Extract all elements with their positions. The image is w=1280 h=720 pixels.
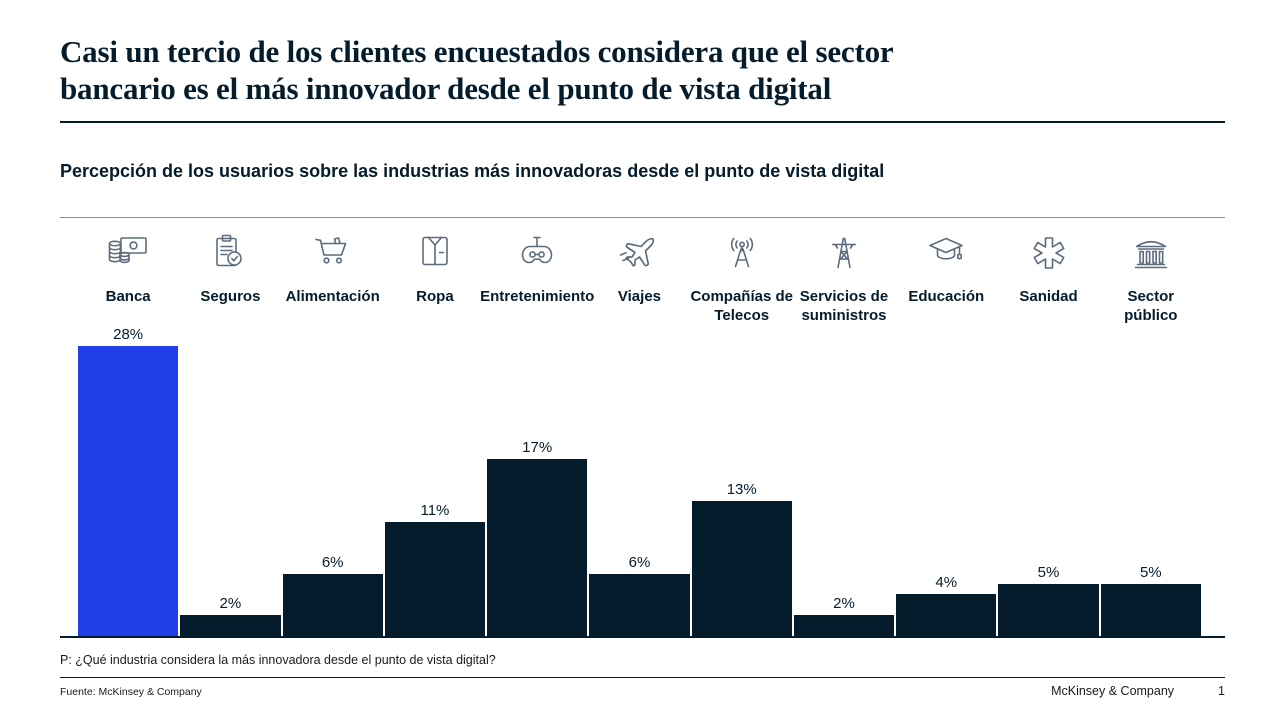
bar [487, 459, 588, 636]
bar [793, 615, 895, 636]
chart-title: Percepción de los usuarios sobre las ind… [60, 161, 885, 181]
chart-column: Sector público 5% [1100, 233, 1201, 636]
page-title-line2: bancario es el más innovador desde el pu… [60, 71, 832, 106]
bar [896, 594, 997, 636]
category-label: Educación [908, 288, 985, 305]
chart-column: Ropa 11% [384, 233, 486, 636]
bar-area: 5% [998, 327, 1099, 636]
chart-column: Banca 28% [78, 233, 179, 636]
chart-column: Educación 4% [896, 233, 997, 636]
category-label: Servicios de suministros [799, 288, 889, 324]
category-label: Viajes [617, 288, 662, 305]
category-label: Seguros [200, 288, 261, 305]
page-number: 1 [1218, 684, 1225, 698]
source-note: Fuente: McKinsey & Company [60, 686, 202, 698]
chart-column: Servicios de suministros 2% [793, 233, 895, 636]
bar-chart: Banca 28% Seguros 2% Alimentación 6% Rop… [60, 218, 1225, 638]
bar-value-label: 17% [522, 439, 553, 457]
footer-divider [60, 677, 1225, 678]
bar-value-label: 11% [420, 501, 450, 519]
medical-asterisk-icon [1027, 233, 1071, 273]
category-label: Entretenimiento [480, 288, 595, 305]
footnote-question: P: ¿Qué industria considera la más innov… [60, 653, 496, 667]
bar-area: 6% [589, 327, 690, 636]
bar-area: 28% [78, 326, 179, 636]
shirt-icon [413, 233, 457, 273]
chart-column: Compañías de Telecos 13% [690, 233, 793, 636]
category-label: Alimentación [285, 288, 380, 305]
chart-column: Entretenimiento 17% [480, 233, 594, 636]
bar-area: 6% [282, 327, 383, 636]
chart-column: Alimentación 6% [282, 233, 383, 636]
footer: Fuente: McKinsey & Company McKinsey & Co… [60, 684, 1225, 698]
bar-value-label: 6% [628, 553, 651, 571]
clipboard-check-icon [208, 233, 252, 273]
gamepad-icon [515, 233, 559, 273]
bar [998, 584, 1099, 636]
shopping-cart-icon [311, 233, 355, 273]
category-label: Ropa [416, 288, 454, 305]
chart-column: Sanidad 5% [998, 233, 1099, 636]
category-label: Compañías de Telecos [690, 288, 793, 324]
category-label: Banca [105, 288, 151, 305]
page-title: Casi un tercio de los clientes encuestad… [60, 0, 1225, 107]
bar-area: 11% [384, 327, 486, 636]
bar [384, 521, 486, 636]
bar-area: 13% [691, 327, 792, 636]
airplane-icon [617, 233, 661, 273]
title-divider [60, 121, 1225, 123]
bar [180, 615, 281, 636]
bar [691, 500, 792, 636]
brand-name: McKinsey & Company [1051, 684, 1175, 698]
category-label: Sanidad [1019, 288, 1078, 305]
bar-area: 17% [487, 327, 588, 636]
bar-area: 5% [1100, 327, 1201, 636]
category-label: Sector público [1124, 288, 1178, 324]
coins-banknote-icon [106, 233, 150, 273]
bank-building-icon [1129, 233, 1173, 273]
power-tower-icon [822, 233, 866, 273]
page-title-line1: Casi un tercio de los clientes encuestad… [60, 34, 894, 69]
bar-area: 2% [180, 327, 281, 636]
chart-divider [60, 217, 1225, 218]
bar-value-label: 13% [726, 480, 757, 498]
footer-brand-row: McKinsey & Company 1 [1051, 684, 1225, 698]
bar-area: 4% [896, 327, 997, 636]
bar-value-label: 4% [935, 574, 958, 592]
bar [282, 573, 383, 636]
bar [78, 346, 179, 636]
bar-value-label: 2% [219, 595, 242, 613]
bar [1100, 584, 1201, 636]
bar-area: 2% [793, 327, 895, 636]
bar-value-label: 5% [1037, 564, 1060, 581]
chart-column: Seguros 2% [180, 233, 281, 636]
antenna-icon [720, 233, 764, 273]
bar-value-label: 6% [321, 553, 344, 571]
chart-column: Viajes 6% [589, 233, 690, 636]
bar-value-label: 5% [1139, 564, 1162, 581]
graduation-cap-icon [924, 233, 968, 273]
bar-value-label: 28% [113, 326, 144, 343]
bar-value-label: 2% [833, 595, 855, 613]
bar [589, 573, 690, 636]
